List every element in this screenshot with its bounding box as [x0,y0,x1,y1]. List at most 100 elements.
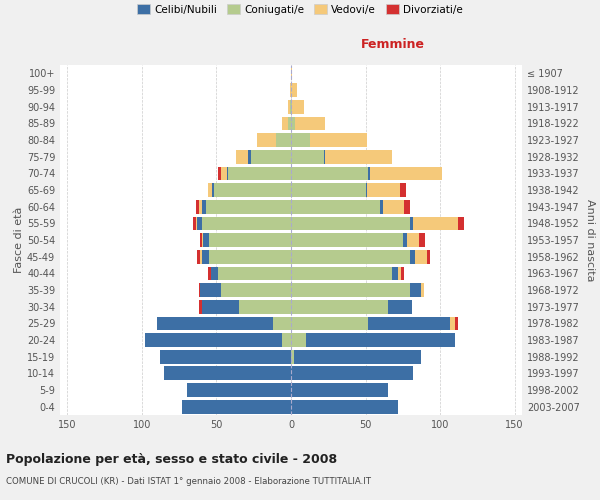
Bar [197,250,200,264]
Y-axis label: Anni di nascita: Anni di nascita [585,198,595,281]
Bar [368,316,451,330]
Bar [290,83,291,97]
Bar [291,283,410,297]
Bar [451,316,455,330]
Bar [291,383,388,397]
Bar [221,166,227,180]
Bar [388,300,412,314]
Bar [218,166,221,180]
Bar [291,166,368,180]
Bar [291,266,392,280]
Bar [202,233,203,247]
Bar [229,166,291,180]
Bar [294,350,421,364]
Bar [292,100,304,114]
Bar [291,300,388,314]
Bar [221,283,291,297]
Bar [291,316,368,330]
Bar [251,150,291,164]
Bar [282,116,288,130]
Bar [200,233,202,247]
Bar [209,250,291,264]
Text: Femmine: Femmine [361,38,425,51]
Bar [227,166,229,180]
Bar [407,233,419,247]
Bar [211,266,218,280]
Bar [324,150,325,164]
Bar [380,200,383,213]
Bar [199,200,202,213]
Bar [193,216,196,230]
Bar [199,283,200,297]
Bar [458,216,464,230]
Bar [413,216,458,230]
Bar [404,200,410,213]
Bar [199,300,202,314]
Bar [164,366,291,380]
Bar [419,233,425,247]
Bar [291,400,398,413]
Bar [257,133,276,147]
Bar [291,333,306,347]
Bar [367,183,400,197]
Y-axis label: Fasce di età: Fasce di età [14,207,24,273]
Bar [203,233,209,247]
Bar [427,250,430,264]
Bar [291,66,292,80]
Bar [160,350,291,364]
Bar [208,266,211,280]
Bar [236,150,248,164]
Text: Popolazione per età, sesso e stato civile - 2008: Popolazione per età, sesso e stato civil… [6,452,337,466]
Bar [291,233,403,247]
Bar [401,266,404,280]
Bar [276,133,291,147]
Bar [291,83,297,97]
Bar [291,183,365,197]
Bar [410,283,421,297]
Bar [403,233,407,247]
Bar [197,216,202,230]
Bar [306,333,455,347]
Bar [291,350,294,364]
Bar [208,183,212,197]
Bar [200,283,221,297]
Bar [212,183,214,197]
Bar [368,166,370,180]
Bar [200,250,202,264]
Bar [202,250,209,264]
Bar [145,333,282,347]
Bar [202,216,291,230]
Bar [410,250,415,264]
Bar [392,266,398,280]
Bar [291,366,413,380]
Bar [398,266,401,280]
Bar [291,200,380,213]
Bar [383,200,404,213]
Bar [291,116,295,130]
Bar [273,316,291,330]
Bar [202,300,239,314]
Bar [196,216,197,230]
Bar [282,333,291,347]
Bar [370,166,442,180]
Bar [310,133,367,147]
Bar [288,100,290,114]
Bar [421,283,424,297]
Bar [291,216,410,230]
Bar [415,250,427,264]
Bar [206,200,291,213]
Bar [182,400,291,413]
Bar [288,116,291,130]
Bar [196,200,199,213]
Bar [290,100,291,114]
Bar [187,383,291,397]
Bar [239,300,291,314]
Bar [291,150,324,164]
Bar [400,183,406,197]
Bar [214,183,291,197]
Bar [410,216,413,230]
Bar [218,266,291,280]
Bar [291,250,410,264]
Text: COMUNE DI CRUCOLI (KR) - Dati ISTAT 1° gennaio 2008 - Elaborazione TUTTITALIA.IT: COMUNE DI CRUCOLI (KR) - Dati ISTAT 1° g… [6,478,371,486]
Bar [291,100,292,114]
